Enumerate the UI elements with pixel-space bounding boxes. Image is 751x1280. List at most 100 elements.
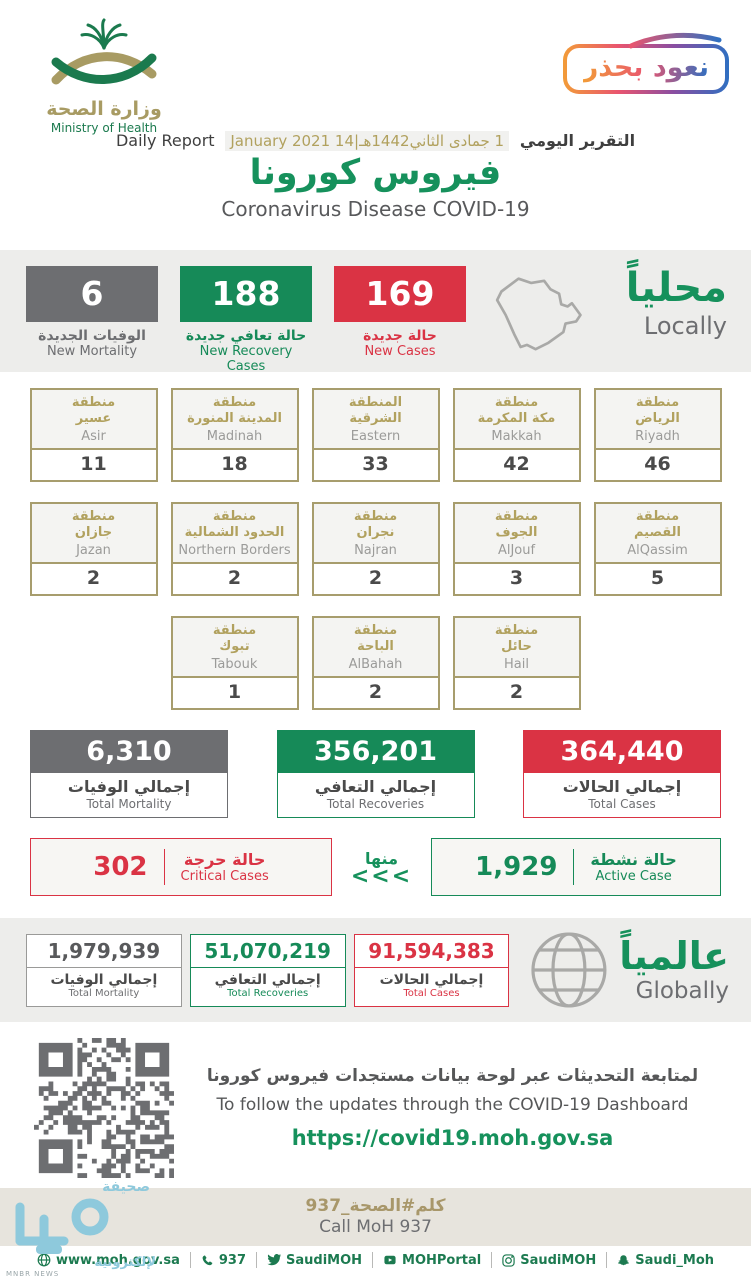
total-mortality-value: 6,310 — [31, 731, 227, 773]
total-mortality-label-en: Total Mortality — [86, 797, 172, 811]
divider — [606, 1252, 608, 1268]
new-cases-label-ar: حالة جديدة — [363, 328, 437, 344]
locally-section: 6 الوفيات الجديدة New Mortality 188 حالة… — [0, 250, 751, 374]
region-jazan: منطقة جازان Jazan 2 — [29, 502, 158, 596]
active-cases-box: 1,929 حالة نشطة Active Case — [431, 838, 721, 896]
critical-cases-value: 302 — [93, 852, 148, 882]
divider — [256, 1252, 257, 1268]
global-recoveries-label-en: Total Recoveries — [227, 987, 309, 999]
new-recovery-label-en: New Recovery Cases — [199, 344, 293, 374]
call-label-en: Call MoH 937 — [319, 1217, 432, 1237]
new-mortality-label-ar: الوفيات الجديدة — [38, 328, 146, 344]
locally-heading: محلياً Locally — [626, 266, 731, 340]
region-alqassim: منطقة القصيم AlQassim 5 — [593, 502, 722, 596]
new-recovery-stat: 188 حالة تعافي جديدة New Recovery Cases — [180, 266, 312, 374]
return-with-caution-badge: نعود بحذر — [562, 32, 729, 94]
active-cases-label-ar: حالة نشطة — [590, 850, 677, 869]
saudi-arabia-map-icon — [495, 277, 582, 351]
total-recoveries-label-en: Total Recoveries — [326, 797, 425, 811]
footer-phone[interactable]: 937 — [191, 1253, 256, 1268]
region-makkah-value: 42 — [503, 453, 530, 475]
footer-contact-bar: www.moh.gov.sa 937 SaudiMOH MOHPortal — [0, 1246, 751, 1274]
divider — [189, 1252, 191, 1268]
globally-section: 1,979,939 إجمالي الوفيات Total Mortality… — [0, 918, 751, 1022]
new-recovery-label-ar: حالة تعافي جديدة — [185, 328, 307, 344]
region-madinah: منطقة المدينة المنورة Madinah 18 — [170, 388, 299, 482]
instagram-icon — [502, 1253, 515, 1267]
divider — [372, 1252, 374, 1268]
divider — [573, 849, 575, 885]
dashboard-text: لمتابعة التحديثات عبر لوحة بيانات مستجدا… — [174, 1066, 721, 1150]
snapchat-icon — [618, 1254, 630, 1265]
page-title-en: Coronavirus Disease COVID-19 — [221, 197, 530, 221]
region-alqassim-value: 5 — [650, 567, 665, 589]
locally-heading-ar: محلياً — [625, 265, 727, 311]
footer-instagram[interactable]: SaudiMOH — [492, 1253, 606, 1268]
region-northern-borders: منطقة الحدود الشمالية Northern Borders 2 — [170, 502, 299, 596]
globally-heading-en: Globally — [635, 977, 729, 1004]
region-asir-value: 11 — [80, 453, 107, 475]
region-riyadh-value: 46 — [644, 453, 671, 475]
global-cases-label-ar: إجمالي الحالات — [379, 971, 484, 988]
region-tabouk-value: 1 — [227, 681, 242, 703]
divider — [163, 849, 165, 885]
moh-name-en: Ministry of Health — [50, 121, 158, 135]
region-makkah: منطقة مكة المكرمة Makkah 42 — [452, 388, 581, 482]
globe-icon — [531, 932, 607, 1008]
totals-section: 6,310 إجمالي الوفيات Total Mortality 356… — [0, 730, 751, 818]
dashboard-line-ar: لمتابعة التحديثات عبر لوحة بيانات مستجدا… — [206, 1066, 699, 1086]
footer-youtube[interactable]: MOHPortal — [373, 1253, 491, 1268]
global-cases-value: 91,594,383 — [354, 935, 509, 968]
global-mortality-label-ar: إجمالي الوفيات — [50, 971, 158, 988]
call-hashtag-ar: كلم#الصحة_937 — [305, 1196, 446, 1216]
global-recoveries-label-ar: إجمالي التعافي — [214, 971, 321, 988]
new-mortality-value: 6 — [26, 266, 158, 322]
region-eastern-value: 33 — [362, 453, 389, 475]
twitter-icon — [267, 1254, 281, 1266]
global-cases-box: 91,594,383 إجمالي الحالات Total Cases — [353, 933, 510, 1007]
globally-heading: عالمياً Globally — [619, 934, 731, 1004]
total-mortality-label-ar: إجمالي الوفيات — [67, 777, 191, 796]
dashboard-url-link[interactable]: https://covid19.moh.gov.sa — [291, 1126, 614, 1150]
global-recoveries-value: 51,070,219 — [190, 935, 345, 968]
footer-twitter[interactable]: SaudiMOH — [257, 1253, 372, 1268]
page-title-ar: فيروس كورونا — [249, 153, 502, 193]
globally-heading-ar: عالمياً — [619, 934, 729, 979]
youtube-icon — [384, 1255, 396, 1265]
region-madinah-value: 18 — [221, 453, 248, 475]
total-cases-label-ar: إجمالي الحالات — [562, 777, 682, 796]
badge-text: نعود بحذر — [582, 52, 709, 83]
active-cases-value: 1,929 — [475, 852, 558, 882]
locally-heading-en: Locally — [643, 312, 727, 340]
phone-icon — [202, 1254, 213, 1265]
critical-cases-box: 302 حالة حرجة Critical Cases — [30, 838, 332, 896]
regions-row-2: منطقة جازان Jazan 2 منطقة الحدود الشمالية … — [29, 502, 722, 596]
total-recoveries-label-ar: إجمالي التعافي — [314, 777, 437, 796]
global-mortality-value: 1,979,939 — [27, 935, 181, 968]
new-mortality-label-en: New Mortality — [46, 344, 138, 359]
report-date: 1 جمادى الثاني1442هـ|14 January 2021 — [225, 131, 510, 151]
region-najran: منطقة نجران Najran 2 — [311, 502, 440, 596]
globe-icon — [37, 1253, 51, 1267]
region-najran-value: 2 — [368, 567, 383, 589]
region-aljouf: منطقة الجوف AlJouf 3 — [452, 502, 581, 596]
region-albahah-value: 2 — [368, 681, 383, 703]
moh-logo-icon — [51, 18, 157, 85]
new-mortality-stat: 6 الوفيات الجديدة New Mortality — [26, 266, 158, 359]
footer-snapchat[interactable]: Saudi_Moh — [607, 1253, 724, 1268]
total-mortality-box: 6,310 إجمالي الوفيات Total Mortality — [30, 730, 228, 818]
new-cases-stat: 169 حالة جديدة New Cases — [334, 266, 466, 359]
report-label-en: Daily Report — [115, 131, 215, 150]
region-hail: منطقة حائل Hail 2 — [452, 616, 581, 710]
footer-website[interactable]: www.moh.gov.sa — [27, 1253, 190, 1268]
new-cases-value: 169 — [334, 266, 466, 322]
dashboard-line-en: To follow the updates through the COVID-… — [216, 1095, 689, 1115]
critical-cases-label-ar: حالة حرجة — [183, 850, 266, 869]
moh-name-ar: وزارة الصحة — [46, 98, 162, 120]
of-which-label: منها — [364, 848, 398, 868]
global-mortality-label-en: Total Mortality — [68, 987, 140, 999]
critical-active-section: 302 حالة حرجة Critical Cases منها <<< 1,… — [0, 838, 751, 896]
total-recoveries-value: 356,201 — [277, 731, 474, 773]
header: وزارة الصحة Ministry of Health نعود بحذر… — [0, 0, 751, 151]
